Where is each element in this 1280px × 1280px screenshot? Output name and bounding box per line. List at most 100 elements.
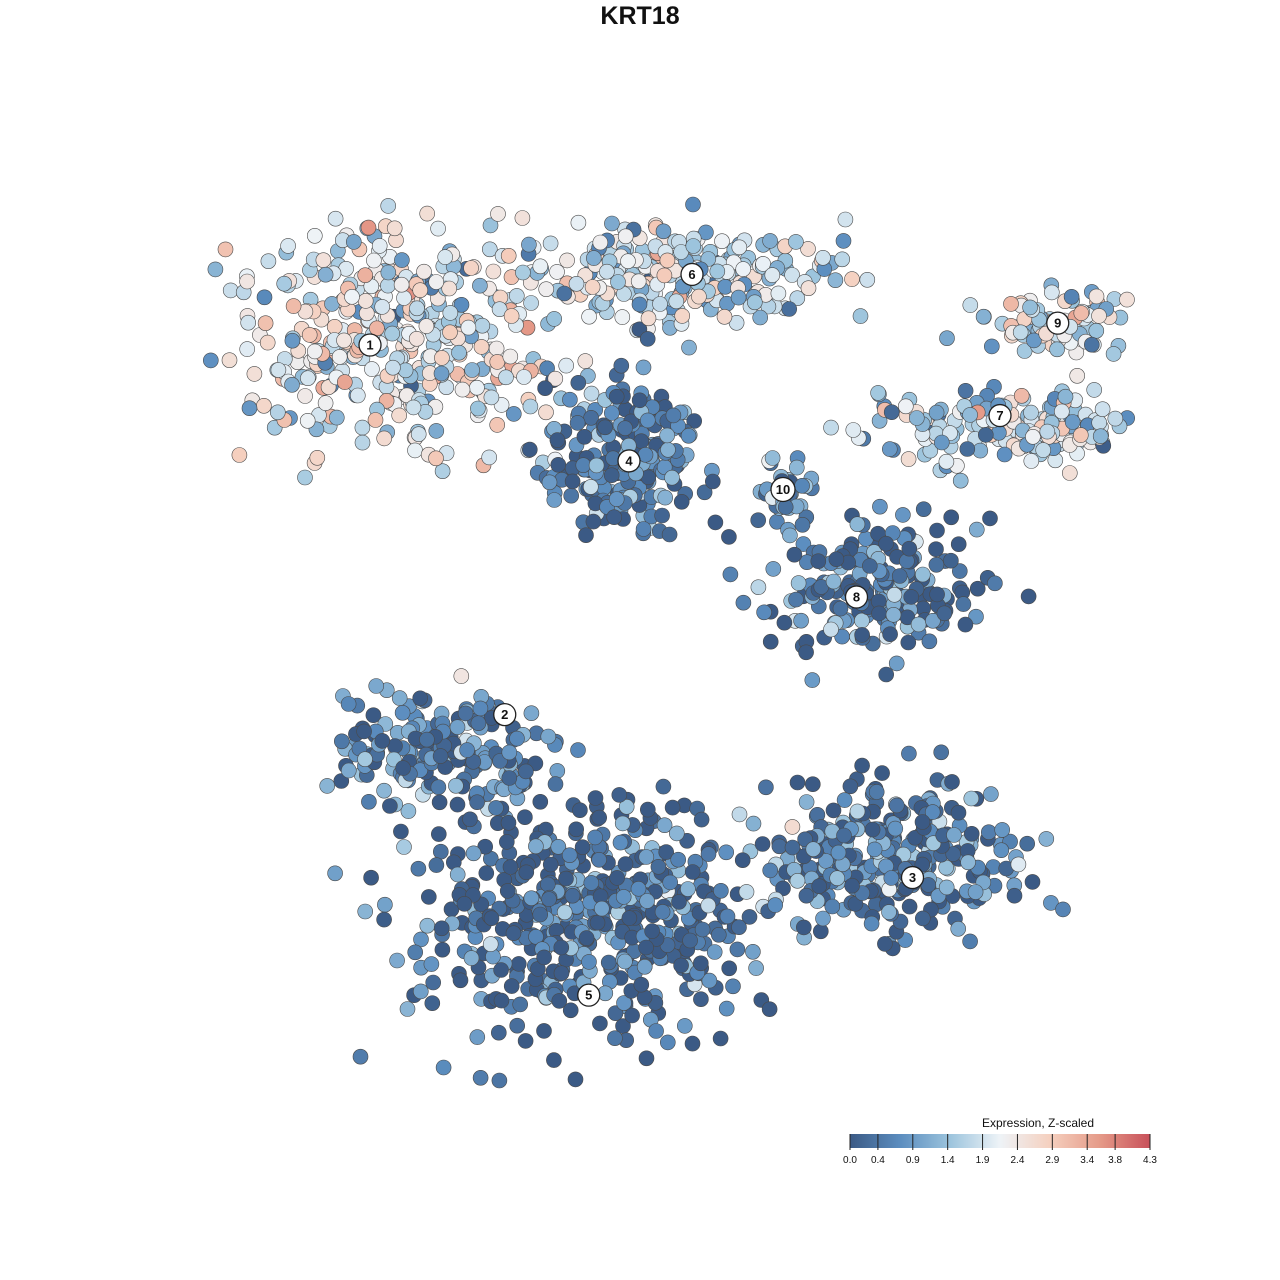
cell-point: [481, 241, 498, 258]
cell-point: [883, 870, 900, 886]
cluster-labels: 1 6 9 4 10 7 8 2 3 5: [358, 262, 1070, 1007]
cell-point: [569, 415, 586, 431]
cell-point: [798, 887, 815, 904]
cell-point: [585, 513, 602, 530]
cell-point: [260, 253, 277, 270]
cell-point: [648, 1023, 664, 1039]
cell-point: [755, 256, 771, 272]
cell-point: [793, 612, 809, 629]
cell-point: [767, 897, 784, 913]
cell-point: [721, 529, 737, 545]
cell-point: [366, 252, 382, 269]
cell-point: [503, 978, 520, 994]
cell-point: [849, 516, 866, 533]
cell-point: [878, 535, 894, 552]
cell-point: [888, 655, 905, 672]
cluster-label-1: 1: [358, 333, 382, 357]
cell-point: [1054, 403, 1070, 420]
cell-point: [854, 757, 870, 774]
cell-point: [221, 352, 238, 369]
cell-point: [729, 941, 746, 958]
cell-point: [888, 797, 905, 814]
color-legend: Expression, Z-scaled 0.0 0.4 0.9 1.4 1.9 2.4 2…: [843, 1116, 1157, 1166]
cell-point: [585, 250, 602, 266]
cell-point: [368, 678, 385, 694]
cell-point: [891, 568, 908, 584]
cell-point: [246, 366, 263, 382]
cell-point: [505, 406, 522, 422]
cell-point: [352, 1048, 369, 1065]
cell-point: [503, 308, 520, 324]
cell-point: [428, 857, 445, 873]
cell-point: [701, 972, 718, 989]
cell-point: [734, 852, 751, 869]
cell-point: [1063, 288, 1080, 305]
cluster-marker: [577, 983, 601, 1007]
cell-point: [505, 925, 522, 942]
cell-point: [901, 540, 918, 557]
cell-point: [788, 234, 804, 250]
cell-point: [284, 332, 301, 349]
legend-title: Expression, Z-scaled: [982, 1116, 1094, 1130]
cell-point: [432, 748, 449, 764]
cell-point: [611, 787, 628, 803]
cell-point: [771, 838, 788, 855]
cell-point: [301, 327, 318, 343]
cell-point: [532, 258, 549, 275]
cell-point: [357, 751, 373, 768]
cell-point: [563, 487, 580, 504]
cell-point: [790, 575, 807, 591]
cell-point: [983, 338, 1000, 355]
cell-point: [836, 827, 852, 844]
cell-point: [659, 252, 676, 269]
cell-point: [553, 965, 570, 982]
cell-point: [828, 551, 845, 568]
cell-point: [1062, 465, 1078, 481]
cell-point: [794, 477, 810, 494]
legend-tick-label: 1.9: [976, 1155, 990, 1166]
cell-point: [562, 1002, 579, 1019]
cell-point: [680, 881, 696, 897]
cell-point: [885, 606, 902, 623]
cell-point: [423, 956, 440, 972]
cell-point: [315, 252, 332, 269]
cell-point: [412, 690, 429, 707]
cell-point: [327, 865, 343, 882]
cell-point: [776, 614, 793, 631]
cell-point: [549, 432, 566, 448]
cell-point: [575, 457, 592, 474]
cell-point: [870, 385, 886, 401]
cell-point: [661, 526, 678, 543]
cell-point: [741, 909, 758, 925]
cell-point: [574, 839, 591, 856]
cell-point: [784, 839, 801, 856]
cell-point: [380, 198, 397, 214]
cell-point: [745, 943, 761, 960]
cell-point: [333, 733, 350, 750]
cell-point: [823, 621, 839, 638]
cell-point: [1064, 414, 1081, 430]
cell-point: [633, 976, 650, 993]
legend-tick-label: 2.4: [1010, 1155, 1024, 1166]
cell-point: [638, 1050, 655, 1067]
cell-point: [908, 410, 925, 426]
cell-point: [412, 282, 429, 299]
cell-point: [718, 1000, 735, 1017]
cell-point: [635, 359, 652, 376]
cell-point: [644, 923, 660, 939]
cell-point: [664, 469, 680, 486]
cell-point: [532, 793, 549, 810]
cell-point: [521, 441, 538, 458]
cell-point: [656, 817, 673, 834]
legend-tick-label: 2.9: [1045, 1155, 1059, 1166]
cell-point: [631, 296, 648, 313]
cell-point: [518, 763, 534, 780]
cell-point: [655, 778, 672, 795]
cell-point: [824, 898, 841, 915]
cell-point: [707, 514, 724, 531]
cell-point: [469, 794, 485, 811]
cell-point: [419, 205, 436, 222]
cell-point: [781, 301, 798, 317]
cell-point: [639, 801, 656, 818]
cell-point: [207, 261, 224, 278]
